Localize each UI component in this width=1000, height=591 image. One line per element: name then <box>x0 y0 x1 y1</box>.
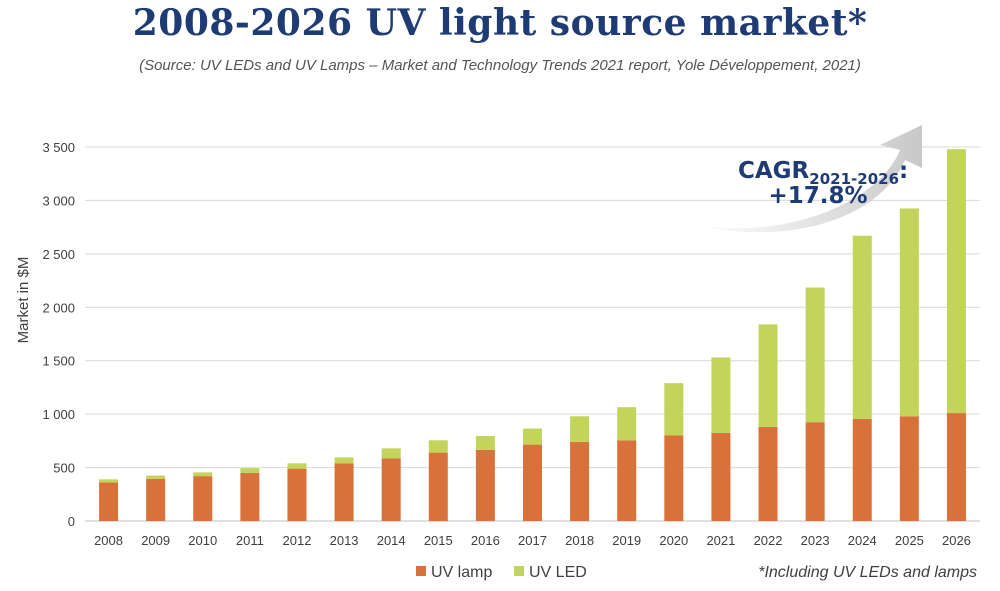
x-tick-label: 2024 <box>848 533 877 548</box>
bar-uv-lamp-2019 <box>617 440 637 521</box>
bar-uv-lamp-2015 <box>428 452 448 521</box>
legend-swatch-uv-led <box>514 566 524 576</box>
x-tick-label: 2020 <box>659 533 688 548</box>
x-tick-label: 2009 <box>141 533 170 548</box>
bar-uv-lamp-2023 <box>805 422 825 521</box>
axis-ticks: 0 500 1 000 1 500 2 000 2 500 3 000 3 500 2008 20… <box>42 140 970 548</box>
legend: UV lamp UV LED <box>416 564 587 581</box>
cagr-value: +17.8% <box>768 183 867 209</box>
y-tick-label: 1 500 <box>42 354 75 369</box>
bar-uv-lamp-2008 <box>99 482 119 521</box>
y-tick-label: 1 000 <box>42 407 75 422</box>
bar-uv-led-2026 <box>946 149 966 414</box>
bar-uv-led-2016 <box>475 436 495 450</box>
x-tick-label: 2013 <box>330 533 359 548</box>
bar-uv-led-2011 <box>240 468 260 473</box>
bar-uv-led-2021 <box>711 357 731 433</box>
bar-uv-led-2022 <box>758 324 778 427</box>
chart-subtitle: (Source: UV LEDs and UV Lamps – Market a… <box>139 57 861 74</box>
x-tick-label: 2022 <box>754 533 783 548</box>
x-tick-label: 2021 <box>706 533 735 548</box>
y-tick-label: 0 <box>68 514 75 529</box>
bar-uv-lamp-2024 <box>852 418 872 521</box>
x-tick-label: 2008 <box>94 533 123 548</box>
x-tick-label: 2023 <box>801 533 830 548</box>
bar-uv-led-2013 <box>334 457 354 464</box>
x-tick-label: 2012 <box>283 533 312 548</box>
x-tick-label: 2010 <box>188 533 217 548</box>
footnote: *Including UV LEDs and lamps <box>758 564 977 581</box>
x-tick-label: 2015 <box>424 533 453 548</box>
bar-uv-lamp-2011 <box>240 472 260 521</box>
x-tick-label: 2019 <box>612 533 641 548</box>
bar-uv-led-2024 <box>852 235 872 419</box>
bar-uv-led-2025 <box>899 208 919 417</box>
bar-uv-lamp-2017 <box>523 444 542 521</box>
bar-uv-led-2015 <box>428 440 448 453</box>
bar-uv-led-2014 <box>381 448 401 459</box>
y-tick-label: 2 500 <box>42 247 75 262</box>
bar-uv-lamp-2021 <box>711 432 731 521</box>
y-axis-label: Market in $M <box>15 257 32 344</box>
bar-uv-led-2020 <box>664 383 684 436</box>
x-tick-label: 2016 <box>471 533 500 548</box>
growth-arrow-icon <box>690 125 922 233</box>
cagr-annotation: CAGR2021-2026: <box>738 158 908 188</box>
bar-uv-lamp-2009 <box>146 478 166 521</box>
y-tick-label: 3 500 <box>42 140 75 155</box>
x-tick-label: 2011 <box>236 533 264 548</box>
bar-uv-led-2017 <box>523 428 542 445</box>
bar-uv-lamp-2013 <box>334 463 354 521</box>
y-tick-label: 500 <box>53 461 75 476</box>
y-tick-label: 3 000 <box>42 193 75 208</box>
bar-uv-lamp-2022 <box>758 426 778 521</box>
bar-uv-lamp-2025 <box>899 416 919 521</box>
bar-uv-lamp-2016 <box>475 449 495 521</box>
x-tick-label: 2025 <box>895 533 924 548</box>
bar-uv-led-2008 <box>99 479 119 483</box>
bar-uv-led-2012 <box>287 463 307 469</box>
bar-uv-lamp-2020 <box>664 435 684 521</box>
y-tick-label: 2 000 <box>42 300 75 315</box>
bar-uv-led-2023 <box>805 287 825 423</box>
x-tick-label: 2018 <box>565 533 594 548</box>
bar-uv-lamp-2010 <box>193 476 213 521</box>
legend-label-uv-lamp: UV lamp <box>431 564 492 581</box>
bar-uv-lamp-2018 <box>570 441 590 521</box>
bar-uv-lamp-2012 <box>287 468 307 521</box>
bars <box>99 149 966 521</box>
bar-uv-lamp-2014 <box>381 458 401 521</box>
bar-uv-led-2019 <box>617 407 637 441</box>
legend-swatch-uv-lamp <box>416 566 426 576</box>
chart-title: 2008-2026 UV light source market* <box>132 2 868 44</box>
bar-uv-led-2010 <box>193 472 213 477</box>
x-tick-label: 2014 <box>377 533 406 548</box>
bar-uv-led-2009 <box>146 475 166 479</box>
legend-label-uv-led: UV LED <box>529 564 587 581</box>
x-tick-label: 2017 <box>518 533 547 548</box>
bar-uv-lamp-2026 <box>946 413 966 521</box>
x-tick-label: 2026 <box>942 533 971 548</box>
bar-uv-led-2018 <box>570 416 590 442</box>
